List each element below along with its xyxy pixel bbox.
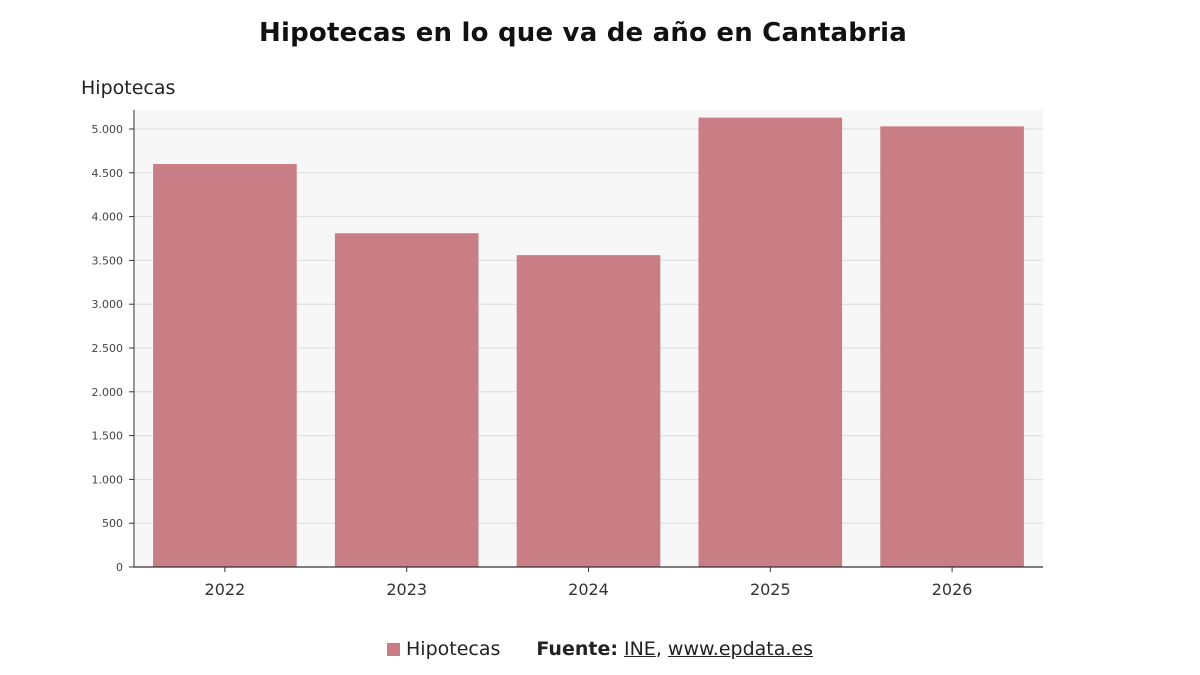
bars <box>153 117 1024 568</box>
source-link-epdata[interactable]: www.epdata.es <box>667 638 813 660</box>
y-tick-label: 0 <box>116 561 123 574</box>
bar-2024[interactable] <box>516 255 661 568</box>
x-tick-label: 2026 <box>932 580 973 599</box>
legend-swatch <box>387 642 400 656</box>
x-tick-label: 2025 <box>750 580 791 599</box>
bar-2025[interactable] <box>698 117 843 567</box>
y-tick-label: 1.500 <box>92 430 124 443</box>
bar-2023[interactable] <box>334 233 479 567</box>
source-note: Fuente: INE, www.epdata.es <box>536 638 813 660</box>
y-tick-label: 4.500 <box>92 167 124 180</box>
y-axis-ticks: 0 500 1.000 1.500 2.000 2.500 3.000 3.500 4.000 4… <box>92 123 134 574</box>
y-tick-label: 2.500 <box>92 342 124 355</box>
y-tick-label: 3.500 <box>92 254 124 267</box>
y-tick-label: 500 <box>102 517 123 530</box>
y-tick-label: 1.000 <box>92 473 124 486</box>
y-tick-label: 5.000 <box>92 123 124 136</box>
y-axis-title: Hipotecas <box>81 77 176 99</box>
bar-2022[interactable] <box>153 164 297 568</box>
y-tick-label: 4.000 <box>92 211 124 224</box>
y-tick-label: 2.000 <box>92 386 124 399</box>
y-tick-label: 3.000 <box>92 298 124 311</box>
source-label: Fuente: <box>536 638 618 660</box>
legend-label: Hipotecas <box>406 638 501 660</box>
chart-title: Hipotecas en lo que va de año en Cantabr… <box>259 18 907 48</box>
source-link-ine[interactable]: INE <box>623 638 656 660</box>
bar-2026[interactable] <box>880 126 1024 567</box>
x-axis-ticks: 2022 2023 2024 2025 2026 <box>205 567 973 599</box>
source-separator: , <box>655 638 662 660</box>
x-tick-label: 2022 <box>205 580 246 599</box>
legend: Hipotecas Fuente: INE, www.epdata.es <box>387 638 813 660</box>
x-tick-label: 2024 <box>568 580 609 599</box>
x-tick-label: 2023 <box>386 580 427 599</box>
